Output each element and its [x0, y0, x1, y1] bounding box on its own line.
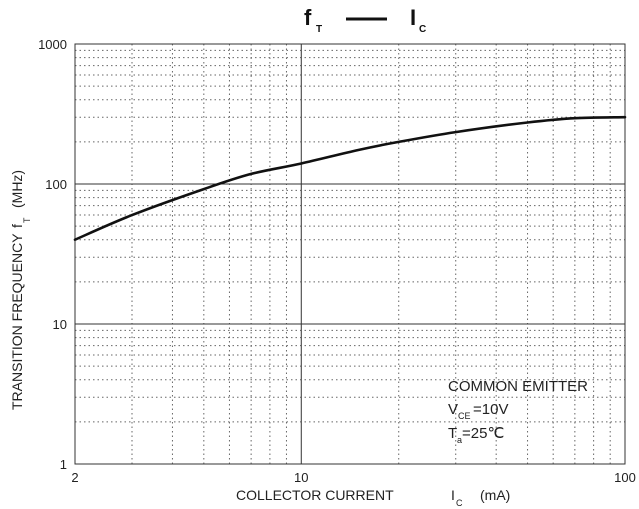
y-axis-label-symbol: f: [9, 224, 25, 228]
title-ic-sub: C: [419, 24, 426, 35]
y-tick-labels: 1 10 100 1000: [38, 37, 67, 472]
title-ic: I: [410, 5, 416, 30]
title-ft-sub: T: [316, 24, 322, 35]
y-axis-label-unit: (MHz): [9, 170, 25, 208]
x-tick-label: 10: [294, 470, 308, 485]
chart-title: f T I C: [304, 5, 426, 35]
x-axis-label-unit: (mA): [480, 487, 510, 503]
annotation-line1: COMMON EMITTER: [448, 378, 588, 395]
y-axis-label-text: TRANSITION FREQUENCY: [9, 233, 25, 410]
y-tick-label: 10: [53, 317, 67, 332]
y-tick-label: 1: [60, 457, 67, 472]
annotation-ta-symbol: T: [448, 425, 457, 442]
x-tick-label: 100: [614, 470, 636, 485]
y-tick-label: 1000: [38, 37, 67, 52]
x-axis-label-text: COLLECTOR CURRENT: [236, 487, 394, 503]
x-axis-label: COLLECTOR CURRENT I C (mA): [236, 487, 510, 508]
conditions-annotation: COMMON EMITTER V CE =10V T a =25℃: [448, 378, 588, 445]
y-axis-label: TRANSITION FREQUENCY f T (MHz): [9, 170, 32, 410]
y-axis-label-symbol-sub: T: [22, 217, 32, 223]
x-axis-label-symbol: I: [451, 487, 455, 503]
annotation-vce-symbol: V: [448, 401, 458, 418]
series-layer: [73, 115, 627, 241]
annotation-ta-sub: a: [457, 435, 462, 445]
series-line-ft: [73, 115, 627, 241]
x-tick-labels: 2 10 100: [71, 470, 635, 485]
x-axis-label-symbol-sub: C: [456, 498, 463, 508]
x-tick-label: 2: [71, 470, 78, 485]
y-tick-label: 100: [45, 177, 67, 192]
grid-minor: [75, 44, 625, 464]
plot-frame: [74, 43, 626, 465]
annotation-vce-sub: CE: [458, 411, 471, 421]
annotation-ta-value: =25℃: [462, 425, 504, 442]
grid-major: [75, 44, 625, 464]
title-ft: f: [304, 5, 312, 30]
annotation-vce-value: =10V: [473, 401, 508, 418]
